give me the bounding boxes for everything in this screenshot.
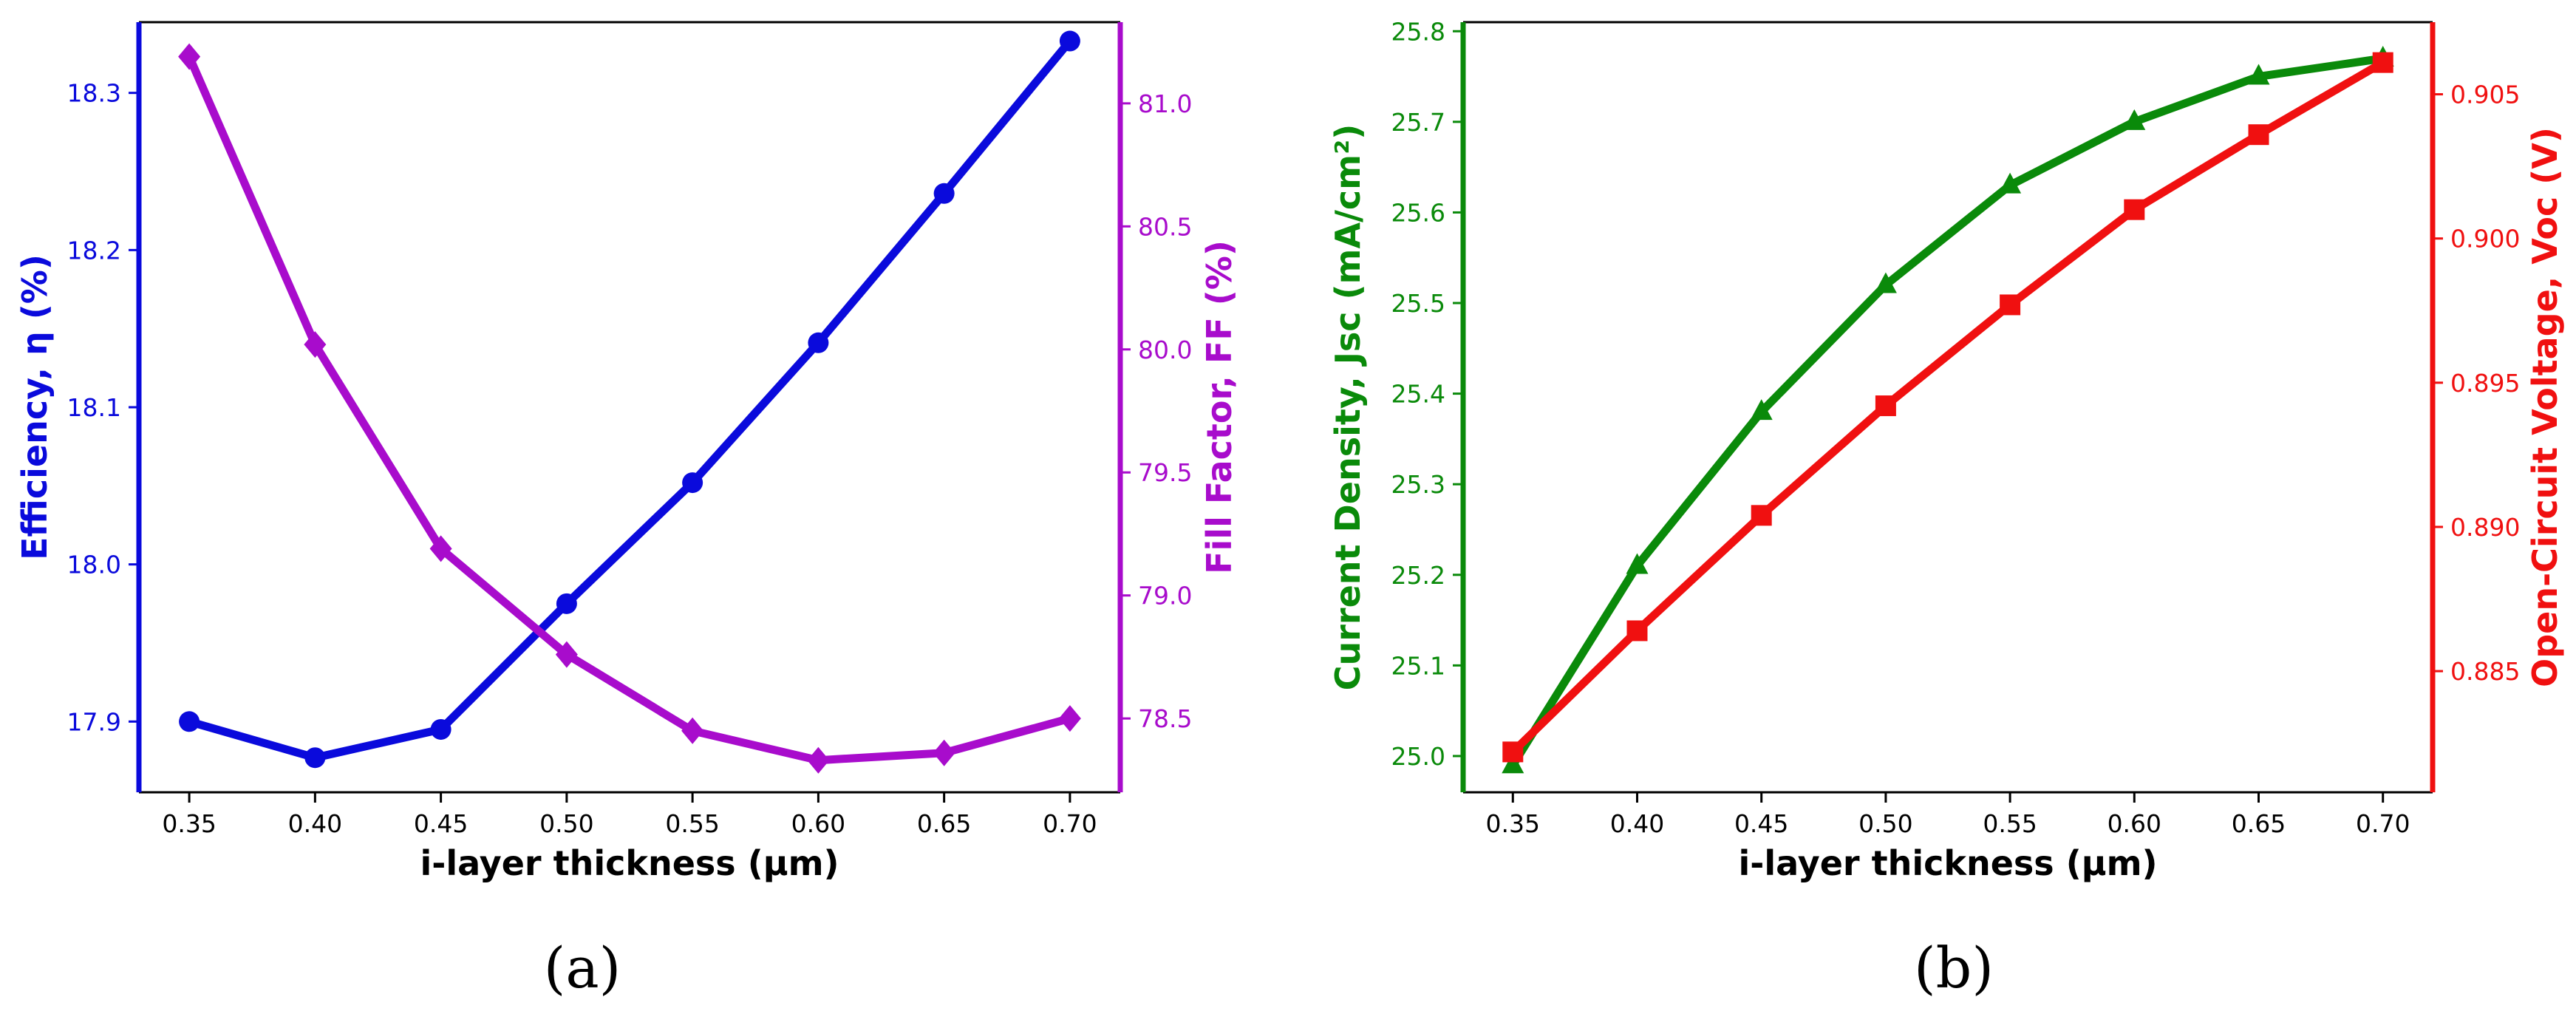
left-y-tick-label: 25.8: [1391, 17, 1445, 46]
data-point-circle: [933, 183, 955, 204]
left-y-tick-label: 18.2: [67, 236, 121, 265]
right-y-tick-label: 80.5: [1138, 212, 1192, 241]
series-line-triangle: [1509, 54, 2384, 768]
left-y-tick-label: 18.0: [67, 551, 121, 579]
data-point-triangle: [2123, 109, 2146, 130]
data-point-triangle: [1999, 172, 2022, 194]
x-tick-label: 0.40: [288, 809, 342, 838]
left-y-tick-label: 25.2: [1391, 561, 1445, 590]
x-tick-label: 0.45: [1734, 809, 1788, 838]
data-point-square: [1502, 741, 1524, 763]
series-line-square: [1510, 58, 2385, 755]
x-axis-title: i-layer thickness (μm): [1738, 843, 2157, 883]
panel-label-a: (a): [543, 935, 621, 1001]
data-point-square: [2248, 124, 2269, 146]
data-point-diamond: [304, 331, 327, 358]
data-point-circle: [430, 718, 452, 740]
data-point-circle: [304, 747, 326, 769]
left-y-tick-label: 25.5: [1391, 289, 1445, 318]
right-y-axis-title: Open-Circuit Voltage, Voc (V): [2525, 127, 2565, 687]
right-y-tick-label: 0.895: [2450, 369, 2520, 398]
data-point-diamond: [933, 739, 955, 766]
data-point-diamond: [555, 641, 578, 668]
data-point-triangle: [1750, 399, 1773, 421]
left-y-axis-title: Current Density, Jsc (mA/cm²): [1328, 124, 1368, 691]
series-line-circle: [188, 38, 1074, 762]
right-y-tick-label: 0.890: [2450, 513, 2520, 542]
x-tick-label: 0.45: [414, 809, 468, 838]
right-y-tick-label: 0.885: [2450, 657, 2520, 686]
right-y-tick-label: 79.0: [1138, 582, 1192, 610]
right-y-axis-title: Fill Factor, FF (%): [1199, 240, 1239, 574]
data-point-diamond: [178, 43, 201, 70]
left-y-tick-label: 25.7: [1391, 108, 1445, 137]
data-point-triangle: [1502, 752, 1524, 774]
right-y-tick-label: 0.900: [2450, 225, 2520, 254]
left-y-tick-label: 25.1: [1391, 651, 1445, 680]
x-tick-label: 0.60: [2108, 809, 2161, 838]
x-tick-label: 0.35: [162, 809, 216, 838]
data-point-diamond: [681, 717, 704, 744]
data-point-triangle: [1874, 272, 1897, 293]
chart-panel-b: 0.35 0.40 0.45 0.50 0.55 0.60 0.65 0.70 i-layer …: [1328, 17, 2565, 883]
right-y-tick-label: 81.0: [1138, 89, 1192, 118]
data-point-diamond: [429, 535, 452, 562]
data-point-square: [1751, 505, 1772, 526]
series-line-diamond: [185, 55, 1071, 765]
x-tick-label: 0.70: [2356, 809, 2410, 838]
x-tick-label: 0.60: [791, 809, 845, 838]
data-point-square: [2000, 294, 2021, 316]
data-point-diamond: [1058, 705, 1081, 732]
data-point-triangle: [2247, 64, 2270, 85]
right-y-tick-label: 0.905: [2450, 81, 2520, 109]
left-y-tick-label: 25.4: [1391, 380, 1445, 409]
x-tick-label: 0.70: [1043, 809, 1097, 838]
right-y-tick-label: 80.0: [1138, 336, 1192, 364]
left-y-tick-label: 25.0: [1391, 742, 1445, 771]
right-y-tick-label: 79.5: [1138, 458, 1192, 487]
x-tick-label: 0.50: [1858, 809, 1912, 838]
x-tick-label: 0.50: [539, 809, 593, 838]
x-tick-label: 0.65: [2232, 809, 2286, 838]
data-point-circle: [179, 711, 200, 732]
left-y-tick-label: 17.9: [67, 707, 121, 736]
data-point-square: [1626, 620, 1648, 642]
left-y-tick-label: 25.3: [1391, 470, 1445, 499]
chart-panel-a: 0.35 0.40 0.45 0.50 0.55 0.60 0.65 0.70 i-layer …: [15, 21, 1239, 883]
data-point-circle: [808, 332, 829, 353]
left-y-tick-label: 25.6: [1391, 198, 1445, 227]
left-y-axis-title: Efficiency, η (%): [15, 254, 55, 560]
data-point-circle: [682, 472, 703, 494]
x-axis-title: i-layer thickness (μm): [420, 843, 839, 883]
data-point-square: [1875, 395, 1896, 417]
right-y-tick-label: 78.5: [1138, 704, 1192, 733]
x-tick-label: 0.40: [1610, 809, 1664, 838]
data-point-square: [2372, 52, 2393, 73]
panel-label-b: (b): [1914, 935, 1994, 1001]
x-tick-label: 0.65: [917, 809, 971, 838]
data-point-circle: [1059, 30, 1080, 52]
data-point-diamond: [807, 746, 830, 774]
data-point-square: [2124, 199, 2145, 220]
data-point-circle: [556, 593, 577, 614]
x-tick-label: 0.55: [1983, 809, 2037, 838]
left-y-tick-label: 18.1: [67, 393, 121, 422]
x-tick-label: 0.55: [665, 809, 719, 838]
x-tick-label: 0.35: [1486, 809, 1540, 838]
data-point-triangle: [1626, 553, 1649, 574]
left-y-tick-label: 18.3: [67, 79, 121, 108]
